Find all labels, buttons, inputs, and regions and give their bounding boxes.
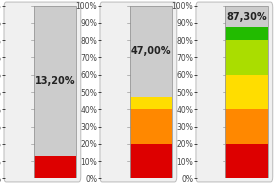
Bar [226, 6, 268, 178]
Bar [130, 144, 172, 178]
Bar [226, 109, 268, 144]
Bar [33, 6, 76, 178]
FancyBboxPatch shape [196, 2, 273, 182]
Bar [130, 6, 172, 178]
Bar [226, 27, 268, 40]
Text: 13,20%: 13,20% [35, 76, 75, 86]
Bar [130, 97, 172, 109]
FancyBboxPatch shape [4, 2, 81, 182]
Bar [226, 40, 268, 75]
Bar [33, 156, 76, 178]
Bar [226, 144, 268, 178]
FancyBboxPatch shape [100, 2, 177, 182]
Text: 87,30%: 87,30% [227, 12, 267, 22]
Bar [226, 75, 268, 109]
Text: 47,00%: 47,00% [131, 46, 171, 56]
Bar [130, 6, 172, 178]
Bar [33, 6, 76, 178]
Bar [130, 109, 172, 144]
Bar [226, 6, 268, 178]
